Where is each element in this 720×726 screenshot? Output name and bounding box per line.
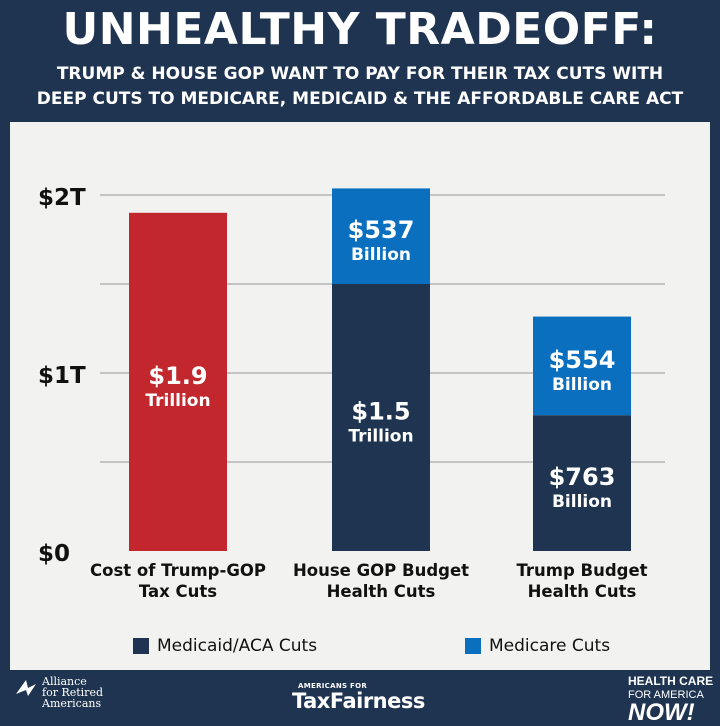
legend-swatch-medicaid (133, 638, 149, 654)
x-category-label-2-line-1: Health Cuts (528, 582, 637, 601)
legend-label-medicaid: Medicaid/ACA Cuts (157, 636, 318, 656)
legend-item-medicaid: Medicaid/ACA Cuts (133, 636, 317, 656)
subtitle-line-2: DEEP CUTS TO MEDICARE, MEDICAID & THE AF… (36, 89, 684, 109)
bar-1-segment-1-amount-label: $537 (348, 216, 415, 244)
y-tick-label-1: $1T (38, 363, 86, 389)
bar-0-segment-0-unit-label: Trillion (145, 391, 210, 411)
chart-panel: $0 $1T $2T $1.9 Trillion $1.5 Trillion $537 Bill… (10, 122, 710, 670)
footer: Alliance for Retired Americans AMERICANS… (0, 670, 720, 725)
chart-legend: Medicaid/ACA Cuts Medicare Cuts (10, 636, 710, 658)
bar-1-segment-0-amount-label: $1.5 (351, 398, 410, 426)
hcan-line-2: FOR AMERICA (628, 689, 704, 701)
x-category-label-1-line-0: House GOP Budget (293, 561, 469, 580)
page-title: UNHEALTHY TRADEOFF: (62, 4, 658, 55)
bar-1-segment-0-unit-label: Trillion (348, 427, 413, 447)
legend-item-medicare: Medicare Cuts (465, 636, 610, 656)
bar-0-segment-0 (129, 212, 227, 552)
health-care-for-america-now-logo: HEALTH CARE FOR AMERICA NOW! (628, 674, 714, 726)
bar-1-segment-1-unit-label: Billion (351, 245, 411, 265)
bar-2-segment-0-amount-label: $763 (549, 463, 616, 491)
x-category-label-0-line-0: Cost of Trump-GOP (90, 561, 266, 580)
bar-1-segment-0 (332, 284, 430, 551)
hcan-line-1: HEALTH CARE (628, 674, 714, 688)
x-category-label-1-line-1: Health Cuts (327, 582, 436, 601)
bar-0-segment-0-amount-label: $1.9 (148, 362, 207, 390)
bar-2-segment-0 (533, 415, 631, 551)
alliance-bird-icon (16, 680, 36, 696)
bar-1-segment-1 (332, 188, 430, 284)
bar-2-segment-0-unit-label: Billion (552, 492, 612, 512)
y-tick-label-2: $2T (38, 185, 86, 211)
americans-for-tax-fairness-logo: AMERICANS FOR TaxFairness (292, 682, 425, 712)
alliance-line-1: Alliance (42, 675, 87, 688)
y-tick-label-0: $0 (38, 541, 70, 567)
subtitle-line-1: TRUMP & HOUSE GOP WANT TO PAY FOR THEIR … (56, 64, 664, 84)
x-category-label-2-line-0: Trump Budget (516, 561, 647, 580)
alliance-line-3: Americans (42, 697, 102, 710)
x-category-label-0-line-1: Tax Cuts (139, 582, 217, 601)
alliance-line-2: for Retired (42, 686, 103, 699)
hcan-line-3: NOW! (628, 699, 695, 726)
atf-small-text: AMERICANS FOR (298, 682, 368, 690)
legend-label-medicare: Medicare Cuts (489, 636, 611, 656)
alliance-logo: Alliance for Retired Americans (14, 676, 103, 709)
legend-swatch-medicare (465, 638, 481, 654)
bar-2-segment-1 (533, 316, 631, 416)
bar-2-segment-1-amount-label: $554 (549, 346, 616, 374)
atf-big-text: TaxFairness (292, 689, 425, 713)
bar-2-segment-1-unit-label: Billion (552, 375, 612, 395)
page-subtitle: TRUMP & HOUSE GOP WANT TO PAY FOR THEIR … (0, 62, 720, 112)
